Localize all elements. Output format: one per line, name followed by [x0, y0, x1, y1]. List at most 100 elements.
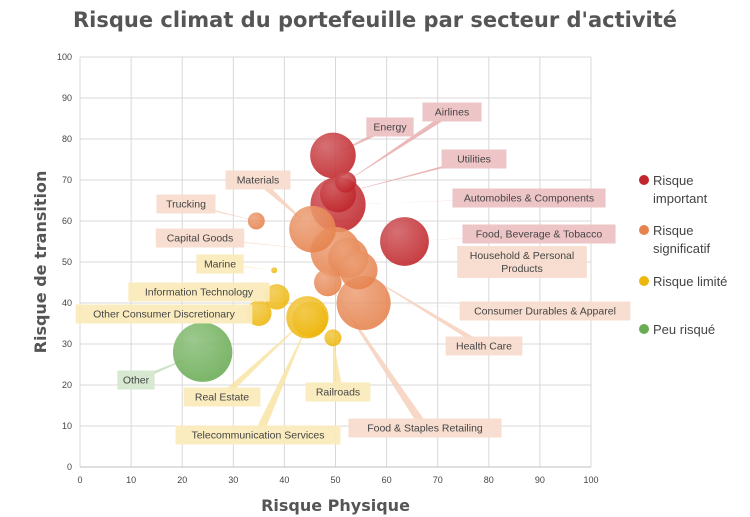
x-tick-label: 20 — [177, 475, 187, 485]
label-text: Airlines — [435, 107, 469, 119]
label-text: Information Technology — [145, 287, 254, 299]
legend-marker — [639, 276, 649, 286]
label-box — [196, 254, 244, 274]
bubble-label-food-beverage-tobacco: Food, Beverage & Tobacco — [462, 224, 616, 244]
bubble-other[interactable] — [172, 322, 233, 382]
x-tick-label: 30 — [228, 475, 238, 485]
y-tick-label: 40 — [62, 298, 72, 308]
bubble-marine[interactable] — [271, 267, 278, 274]
callout-wedge — [217, 317, 308, 397]
label-box — [225, 170, 291, 190]
bubble-health-care[interactable] — [339, 251, 378, 290]
label-box — [457, 246, 587, 278]
chart-title: Risque climat du portefeuille par secteu… — [73, 8, 677, 32]
label-box — [156, 194, 216, 214]
bubble-label-railroads: Railroads — [305, 382, 371, 402]
legend-label: Risque limité — [653, 274, 727, 289]
label-text: Utilities — [457, 154, 491, 166]
callout-wedge — [345, 112, 457, 183]
bubble-label-automobiles-components: Automobiles & Components — [452, 188, 606, 208]
label-text: Other Consumer Discretionary — [93, 309, 236, 321]
label-box — [422, 102, 482, 122]
legend-item-significatif[interactable]: Risque significatif — [639, 223, 710, 256]
label-box — [75, 304, 253, 324]
bubble-energy[interactable] — [310, 132, 356, 179]
y-axis-title: Risque de transition — [31, 171, 50, 354]
callout-wedge — [332, 337, 343, 392]
bubble-label-real-estate: Real Estate — [183, 387, 261, 407]
bubble-label-energy: Energy — [366, 117, 414, 137]
bubble-label-telecommunication-services: Telecommunication Services — [175, 425, 341, 445]
bubble-label-other-consumer-discretionary: Other Consumer Discretionary — [75, 304, 253, 324]
bubble-railroads[interactable] — [324, 329, 342, 347]
label-text: Marine — [204, 259, 236, 271]
bubble-label-airlines: Airlines — [422, 102, 482, 122]
legend-label: significatif — [653, 241, 710, 256]
label-box — [117, 370, 155, 390]
bubble-food-beverage-tobacco[interactable] — [380, 217, 429, 266]
y-tick-label: 0 — [67, 462, 72, 472]
bubble-label-consumer-durables-apparel: Consumer Durables & Apparel — [459, 301, 631, 321]
callout-wedge — [327, 282, 430, 428]
label-text: Railroads — [316, 387, 360, 399]
y-tick-label: 90 — [62, 93, 72, 103]
label-text: Real Estate — [195, 392, 249, 404]
y-tick-label: 30 — [62, 339, 72, 349]
x-tick-label: 40 — [279, 475, 289, 485]
label-box — [452, 188, 606, 208]
label-text: Automobiles & Components — [464, 193, 594, 205]
legend-item-important[interactable]: Risque important — [639, 173, 708, 206]
bubble-other-consumer-discretionary[interactable] — [246, 300, 272, 326]
label-text: Food, Beverage & Tobacco — [476, 229, 603, 241]
label-text: Energy — [373, 122, 407, 134]
bubble-information-technology[interactable] — [264, 284, 290, 310]
callout-wedge — [253, 319, 310, 435]
label-box — [175, 425, 341, 445]
x-tick-label: 10 — [126, 475, 136, 485]
label-text: Materials — [237, 175, 280, 187]
bubble-consumer-durables-apparel[interactable] — [336, 275, 391, 331]
x-tick-label: 100 — [583, 475, 598, 485]
y-tick-label: 80 — [62, 134, 72, 144]
y-tick-label: 20 — [62, 380, 72, 390]
label-text: Telecommunication Services — [191, 430, 324, 442]
bubble-trucking[interactable] — [247, 212, 265, 230]
x-tick-label: 50 — [330, 475, 340, 485]
label-box — [155, 228, 245, 248]
bubble-telecommunication-services[interactable] — [292, 301, 328, 337]
bubble-materials[interactable] — [289, 205, 336, 253]
label-box — [366, 117, 414, 137]
y-tick-label: 100 — [57, 52, 72, 62]
label-box — [441, 149, 507, 169]
callout-wedge — [358, 270, 489, 346]
label-text: Health Care — [456, 341, 512, 353]
label-text: Other — [123, 375, 150, 387]
bubble-label-trucking: Trucking — [156, 194, 216, 214]
label-box — [462, 224, 616, 244]
label-text: Trucking — [166, 199, 206, 211]
legend-marker — [639, 324, 649, 334]
label-text: Consumer Durables & Apparel — [474, 306, 616, 318]
bubble-label-other: Other — [117, 370, 155, 390]
label-box — [445, 336, 523, 356]
bubble-label-information-technology: Information Technology — [128, 282, 270, 302]
y-tick-label: 70 — [62, 175, 72, 185]
bubble-label-capital-goods: Capital Goods — [155, 228, 245, 248]
y-tick-label: 50 — [62, 257, 72, 267]
x-tick-label: 70 — [433, 475, 443, 485]
bubble-label-food-staples-retailing: Food & Staples Retailing — [348, 418, 502, 438]
y-tick-label: 10 — [62, 421, 72, 431]
bubble-food-staples-retailing[interactable] — [314, 268, 342, 297]
label-box — [183, 387, 261, 407]
label-text: Household & Personal — [470, 250, 574, 262]
x-tick-label: 0 — [77, 475, 82, 485]
legend-item-peu[interactable]: Peu risqué — [639, 322, 715, 337]
bubble-airlines[interactable] — [335, 171, 357, 193]
legend-label: Risque — [653, 223, 693, 238]
bubble-label-utilities: Utilities — [441, 149, 507, 169]
legend-item-limite[interactable]: Risque limité — [639, 274, 727, 289]
bubble-label-health-care: Health Care — [445, 336, 523, 356]
label-box — [459, 301, 631, 321]
